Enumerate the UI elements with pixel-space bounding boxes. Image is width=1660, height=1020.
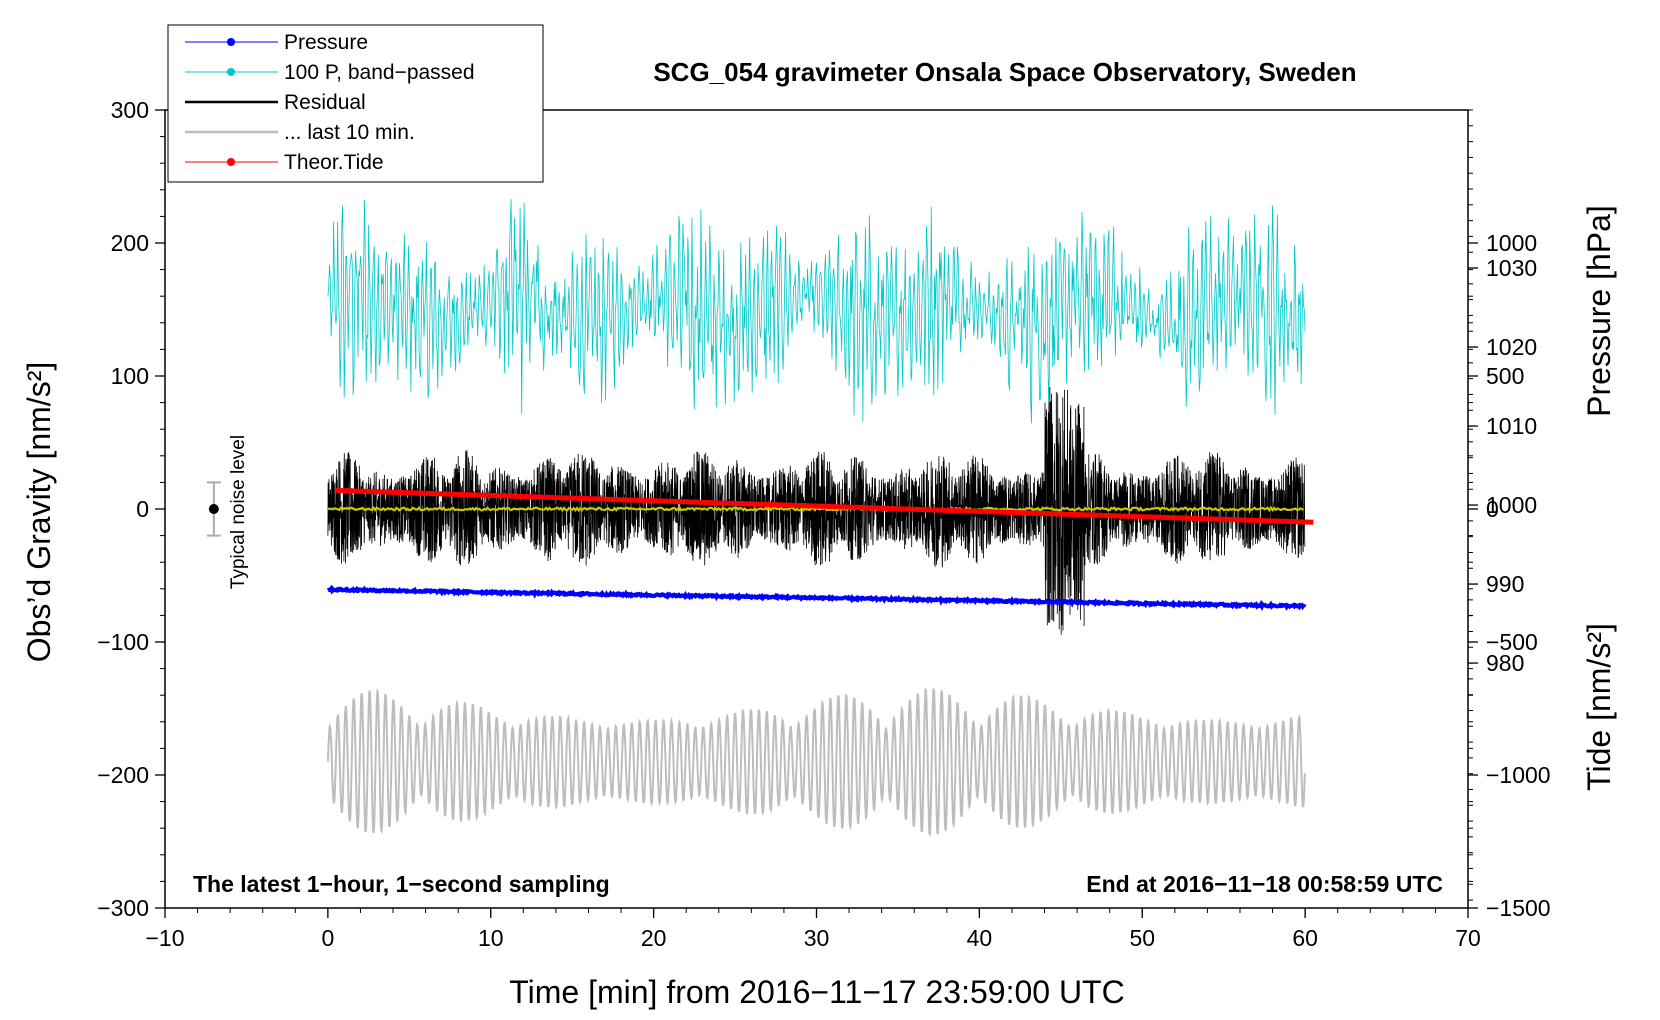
x-tick-label: 10 (478, 925, 504, 951)
y-tick-label: 0 (136, 496, 149, 522)
tide-tick-label: 500 (1486, 363, 1524, 389)
legend-marker (227, 38, 235, 46)
pressure-tick-label: 1010 (1486, 413, 1537, 439)
legend-label: Pressure (284, 31, 368, 54)
series-pressure (326, 584, 1307, 612)
x-tick-label: 20 (641, 925, 667, 951)
series-bandpassed-pressure (327, 199, 1306, 424)
annotation-sampling: The latest 1−hour, 1−second sampling (193, 871, 610, 897)
y-axis-label: Obs’d Gravity [nm/s²] (21, 362, 57, 663)
x-tick-label: −10 (145, 925, 184, 951)
y-tick-label: −200 (97, 762, 149, 788)
y-tick-label: −300 (97, 895, 149, 921)
tide-tick-label: −500 (1486, 629, 1538, 655)
pressure-tick-label: 1030 (1486, 255, 1537, 281)
tide-axis-label: Tide [nm/s²] (1581, 623, 1617, 791)
legend-marker (227, 68, 235, 76)
legend-label: ... last 10 min. (284, 121, 415, 144)
legend-box (167, 24, 544, 183)
pressure-tick-label: 990 (1486, 571, 1524, 597)
legend-marker (227, 158, 235, 166)
legend-label: Theor.Tide (284, 151, 384, 174)
pressure-tick-label: 980 (1486, 650, 1524, 676)
y-tick-label: 200 (111, 230, 149, 256)
legend-label: 100 P, band−passed (284, 61, 475, 84)
pressure-tick-label: 1000 (1486, 492, 1537, 518)
pressure-axis-label: Pressure [hPa] (1581, 205, 1617, 417)
legend: Pressure 100 P, band−passed Residual ... la… (167, 24, 544, 183)
series-theoretical-tide (335, 487, 1314, 525)
x-tick-label: 60 (1292, 925, 1318, 951)
x-tick-label: 50 (1129, 925, 1155, 951)
chart-title: SCG_054 gravimeter Onsala Space Observat… (653, 57, 1356, 87)
noise-level-indicator: Typical noise level (206, 435, 249, 589)
x-tick-label: 30 (804, 925, 830, 951)
x-tick-label: 40 (967, 925, 993, 951)
y-tick-label: 100 (111, 363, 149, 389)
series-last-10-min (326, 687, 1306, 837)
data-layer (326, 199, 1314, 837)
annotation-end-time: End at 2016−11−18 00:58:59 UTC (1086, 871, 1443, 897)
tide-tick-label: 1000 (1486, 230, 1537, 256)
x-axis-label: Time [min] from 2016−11−17 23:59:00 UTC (509, 974, 1124, 1010)
x-tick-label: 70 (1455, 925, 1481, 951)
tide-tick-label: −1000 (1486, 762, 1551, 788)
axes: −10 0 10 20 30 40 50 60 70−300−200−1000100200300… (97, 97, 1550, 951)
tide-tick-label: 0 (1486, 496, 1499, 522)
pressure-tick-label: 1020 (1486, 334, 1537, 360)
tide-tick-label: −1500 (1486, 895, 1551, 921)
noise-center-dot (208, 504, 219, 514)
series-filtered (327, 505, 1305, 513)
legend-label: Residual (284, 91, 366, 114)
y-tick-label: 300 (111, 97, 149, 123)
noise-level-label: Typical noise level (228, 435, 249, 589)
y-tick-label: −100 (97, 629, 149, 655)
x-tick-label: 0 (321, 925, 334, 951)
